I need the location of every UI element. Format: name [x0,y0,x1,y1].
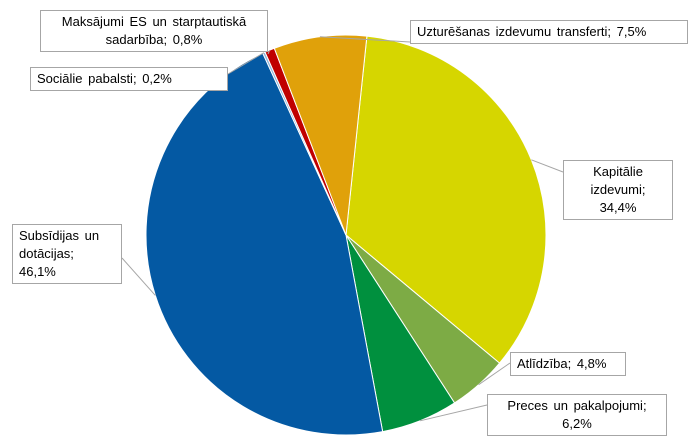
leader-line [531,159,564,173]
category-name: Maksājumi ES un starptautiskā sadarbība; [61,14,247,47]
leader-line [227,52,265,75]
category-name: Kapitālie izdevumi; [590,164,646,197]
data-label: Uzturēšanas izdevumu transferti; 7,5% [410,20,688,44]
value-label: 0,2% [142,71,172,86]
leader-line [478,362,511,386]
value-label: 6,2% [562,416,592,431]
category-name: Subsīdijas un dotācijas; [19,228,100,261]
value-label: 46,1% [19,264,56,279]
leader-line [267,49,271,55]
leader-line [419,404,488,422]
data-label: Sociālie pabalsti; 0,2% [30,67,228,91]
leader-line [121,257,156,296]
value-label: 4,8% [576,356,607,371]
pie-slice [345,35,547,364]
category-name: Atlīdzība; [517,356,572,371]
value-label: 34,4% [599,200,637,215]
category-name: Uzturēšanas izdevumu transferti; [417,24,612,39]
value-label: 7,5% [616,24,647,39]
data-label: Subsīdijas un dotācijas; 46,1% [12,224,122,284]
value-label: 0,8% [172,32,203,47]
leader-line [319,36,411,43]
data-label: Maksājumi ES un starptautiskā sadarbība;… [40,10,268,52]
category-name: Preces un pakalpojumi; [507,398,647,413]
pie-slice [273,34,368,236]
data-label: Kapitālie izdevumi; 34,4% [563,160,673,220]
category-name: Sociālie pabalsti; [37,71,137,86]
data-label: Preces un pakalpojumi; 6,2% [487,394,667,436]
data-label: Atlīdzība; 4,8% [510,352,626,376]
